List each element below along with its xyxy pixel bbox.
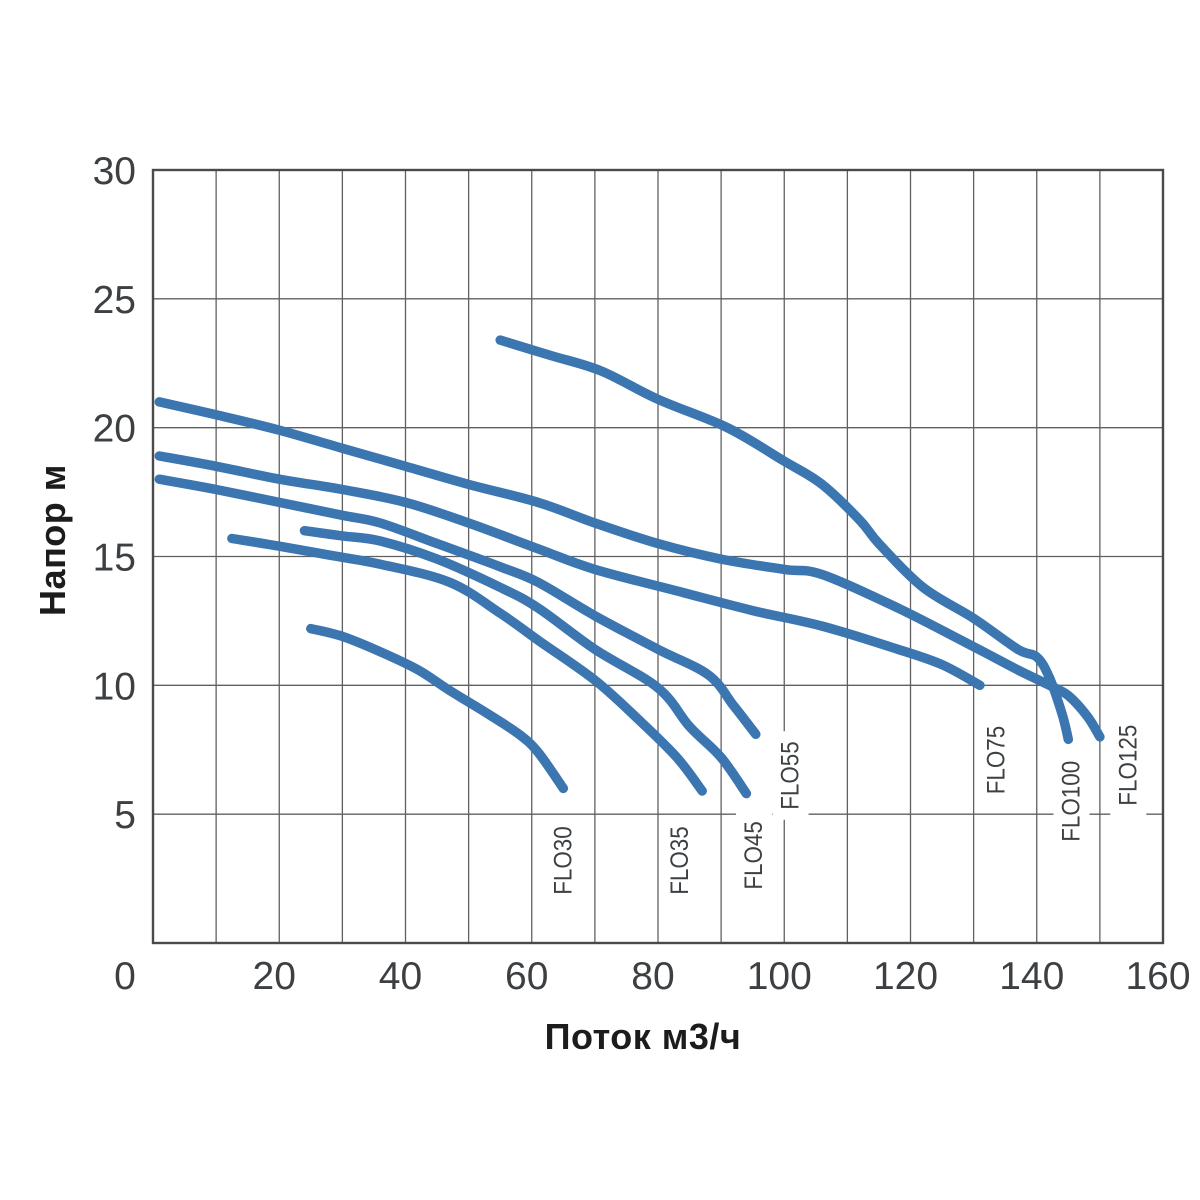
curve-FLO35 (227, 533, 707, 796)
x-tick-label-160: 160 (1125, 955, 1190, 998)
x-tick-label-120: 120 (873, 955, 938, 998)
curve-label-FLO45: FLO45 (740, 821, 768, 890)
y-tick-label-15: 15 (93, 537, 136, 580)
x-tick-label-60: 60 (505, 955, 548, 998)
x-tick-label-100: 100 (747, 955, 812, 998)
x-tick-label-0: 0 (114, 955, 136, 998)
curve-label-box (545, 816, 582, 905)
curve-label-FLO125: FLO125 (1114, 725, 1142, 806)
x-axis-title: Поток м3/ч (544, 1016, 742, 1057)
curve-label-box (735, 811, 772, 900)
x-tick-label-140: 140 (999, 955, 1064, 998)
y-tick-label-30: 30 (93, 150, 136, 193)
curve-label-FLO30: FLO30 (549, 826, 577, 895)
curve-label-FLO35: FLO35 (666, 826, 694, 895)
curve-label-FLO55: FLO55 (777, 741, 805, 810)
x-tick-label-40: 40 (379, 955, 422, 998)
y-tick-label-25: 25 (93, 279, 136, 322)
curve-label-box (1110, 714, 1147, 816)
curve-label-box (772, 731, 809, 820)
curve-FLO30 (306, 623, 569, 794)
curve-label-FLO100: FLO100 (1057, 761, 1085, 842)
y-tick-label-10: 10 (93, 665, 136, 708)
curve-FLO55 (154, 474, 761, 740)
x-tick-label-80: 80 (631, 955, 674, 998)
curve-label-box (662, 816, 699, 905)
curve-FLO100 (495, 335, 1074, 745)
y-axis-title: Напор м (32, 464, 73, 616)
y-tick-label-20: 20 (93, 408, 136, 451)
curve-label-box (978, 715, 1015, 805)
curve-FLO45 (299, 525, 752, 799)
curve-label-FLO75: FLO75 (982, 726, 1010, 795)
curve-label-box (1053, 750, 1090, 852)
curve-FLO75 (154, 451, 985, 691)
x-tick-label-20: 20 (253, 955, 296, 998)
y-tick-label-5: 5 (114, 794, 136, 837)
curve-FLO125 (154, 397, 1105, 742)
plot-border (151, 168, 1165, 945)
